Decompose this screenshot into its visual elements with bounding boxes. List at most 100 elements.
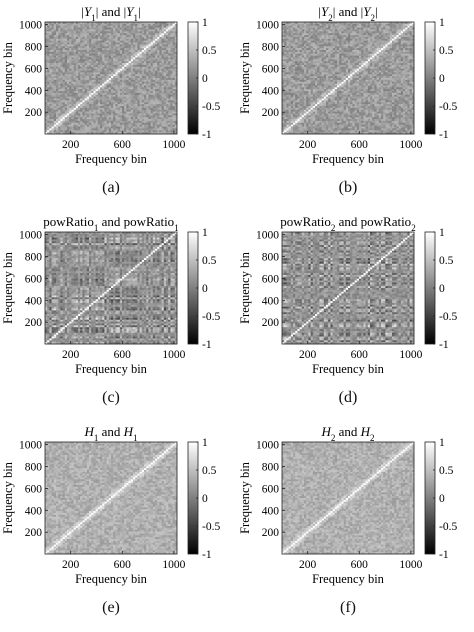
heatmap-cell bbox=[304, 22, 307, 25]
heatmap-cell bbox=[367, 35, 371, 38]
heatmap-cell bbox=[148, 104, 151, 107]
heatmap-cell bbox=[89, 74, 92, 77]
heatmap-cell bbox=[60, 70, 63, 73]
heatmap-cell bbox=[128, 92, 132, 96]
heatmap-cell bbox=[64, 31, 68, 34]
heatmap-cell bbox=[409, 61, 413, 64]
heatmap-cell bbox=[133, 57, 136, 60]
heatmap-cell bbox=[348, 33, 351, 36]
heatmap-cell bbox=[392, 46, 395, 49]
heatmap-cell bbox=[367, 57, 371, 60]
heatmap-cell bbox=[359, 35, 362, 38]
heatmap-cell bbox=[60, 132, 63, 135]
heatmap-cell bbox=[159, 124, 162, 127]
heatmap-cell bbox=[128, 72, 132, 75]
heatmap-cell bbox=[319, 61, 322, 64]
heatmap-cell bbox=[93, 126, 96, 129]
heatmap-cell bbox=[73, 92, 77, 96]
heatmap-cell bbox=[69, 85, 72, 88]
heatmap-cell bbox=[293, 25, 296, 28]
heatmap-cell bbox=[155, 22, 158, 25]
heatmap-cell bbox=[128, 94, 132, 97]
heatmap-cell bbox=[69, 113, 72, 116]
heatmap-cell bbox=[71, 27, 74, 30]
heatmap-cell bbox=[49, 98, 52, 101]
heatmap-cell bbox=[141, 48, 145, 51]
heatmap-cell bbox=[155, 128, 158, 131]
heatmap-cell bbox=[374, 40, 377, 43]
heatmap-cell bbox=[84, 63, 88, 66]
heatmap-cell bbox=[363, 35, 366, 38]
heatmap-cell bbox=[308, 48, 311, 51]
heatmap-cell bbox=[60, 130, 63, 133]
heatmap-cell bbox=[115, 124, 118, 127]
heatmap-cell bbox=[111, 89, 114, 92]
heatmap-cell bbox=[97, 113, 101, 116]
heatmap-cell bbox=[168, 27, 171, 30]
heatmap-cell bbox=[159, 35, 162, 38]
heatmap-cell bbox=[53, 126, 57, 129]
heatmap-cell bbox=[124, 63, 127, 66]
heatmap-cell bbox=[115, 36, 118, 40]
heatmap-cell bbox=[295, 53, 298, 56]
heatmap-cell bbox=[293, 44, 296, 47]
heatmap-cell bbox=[297, 35, 300, 38]
heatmap-cell bbox=[385, 35, 388, 38]
heatmap-cell bbox=[56, 36, 59, 40]
heatmap-cell bbox=[144, 70, 147, 73]
heatmap-cell bbox=[69, 94, 72, 97]
heatmap-cell bbox=[124, 122, 127, 125]
heatmap-cell bbox=[330, 61, 333, 64]
heatmap-cell bbox=[323, 42, 327, 45]
heatmap-cell bbox=[58, 120, 61, 124]
heatmap-cell bbox=[126, 40, 129, 43]
heatmap-cell bbox=[130, 100, 134, 103]
heatmap-cell bbox=[45, 38, 48, 41]
heatmap-cell bbox=[157, 113, 160, 116]
heatmap-cell bbox=[385, 48, 388, 51]
heatmap-cell bbox=[95, 64, 99, 68]
heatmap-cell bbox=[150, 38, 154, 41]
heatmap-cell bbox=[152, 38, 156, 41]
heatmap-cell bbox=[170, 109, 173, 112]
heatmap-cell bbox=[376, 29, 380, 32]
heatmap-cell bbox=[58, 109, 61, 112]
heatmap-cell bbox=[301, 33, 305, 36]
heatmap-cell bbox=[148, 23, 151, 27]
heatmap-cell bbox=[144, 104, 147, 107]
heatmap-cell bbox=[73, 100, 77, 103]
heatmap-cell bbox=[172, 68, 176, 71]
heatmap-cell bbox=[174, 107, 178, 111]
heatmap-cell bbox=[315, 27, 318, 30]
heatmap-cell bbox=[317, 53, 320, 56]
heatmap-cell bbox=[150, 51, 154, 55]
heatmap-cell bbox=[106, 72, 110, 75]
heatmap-cell bbox=[51, 107, 55, 111]
heatmap-cell bbox=[163, 63, 167, 66]
heatmap-cell bbox=[400, 22, 404, 25]
heatmap-cell bbox=[332, 27, 336, 30]
heatmap-cell bbox=[108, 124, 112, 127]
heatmap-cell bbox=[113, 104, 116, 107]
heatmap-cell bbox=[102, 85, 105, 88]
heatmap-cell bbox=[170, 119, 173, 122]
heatmap-cell bbox=[148, 48, 151, 51]
heatmap-cell bbox=[381, 33, 384, 36]
heatmap-cell bbox=[332, 51, 336, 55]
heatmap-cell bbox=[367, 59, 371, 62]
heatmap-cell bbox=[157, 27, 160, 30]
heatmap-cell bbox=[91, 96, 94, 99]
heatmap-cell bbox=[102, 113, 105, 116]
heatmap-cell bbox=[148, 29, 151, 32]
plot-frame bbox=[44, 21, 178, 135]
heatmap-cell bbox=[306, 61, 309, 64]
heatmap-cell bbox=[119, 27, 123, 30]
heatmap-cell bbox=[370, 38, 373, 41]
heatmap-cell bbox=[304, 35, 307, 38]
heatmap-cell bbox=[73, 115, 77, 118]
heatmap-cell bbox=[93, 36, 96, 40]
heatmap-cell bbox=[319, 51, 322, 55]
heatmap-cell bbox=[152, 128, 156, 131]
heatmap-cell bbox=[288, 36, 292, 40]
heatmap-cell bbox=[78, 115, 81, 118]
